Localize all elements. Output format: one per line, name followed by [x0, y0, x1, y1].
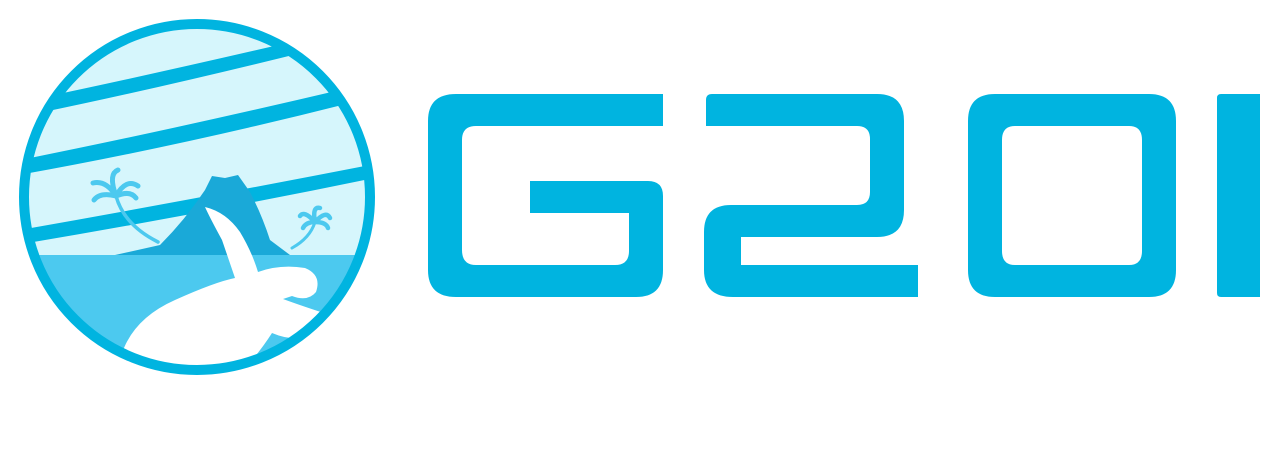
island-turtle-emblem-icon: [19, 19, 375, 375]
emblem-ring: [19, 19, 375, 375]
palm-tree-right-icon: [290, 205, 333, 250]
wordmark-letter-g: [428, 94, 663, 297]
wordmark-letter-o: [968, 94, 1176, 297]
wordmark-text: G2OI: [428, 289, 455, 300]
island-mountain: [115, 175, 290, 255]
wordmark-letter-i: [1217, 94, 1260, 297]
sky-streak: [24, 90, 346, 174]
wordmark: [428, 94, 1260, 297]
sky-streak: [30, 40, 305, 114]
palm-tree-left-icon: [90, 167, 160, 244]
turtle-silhouette: [120, 207, 330, 370]
wordmark-letter-2: [704, 94, 918, 297]
